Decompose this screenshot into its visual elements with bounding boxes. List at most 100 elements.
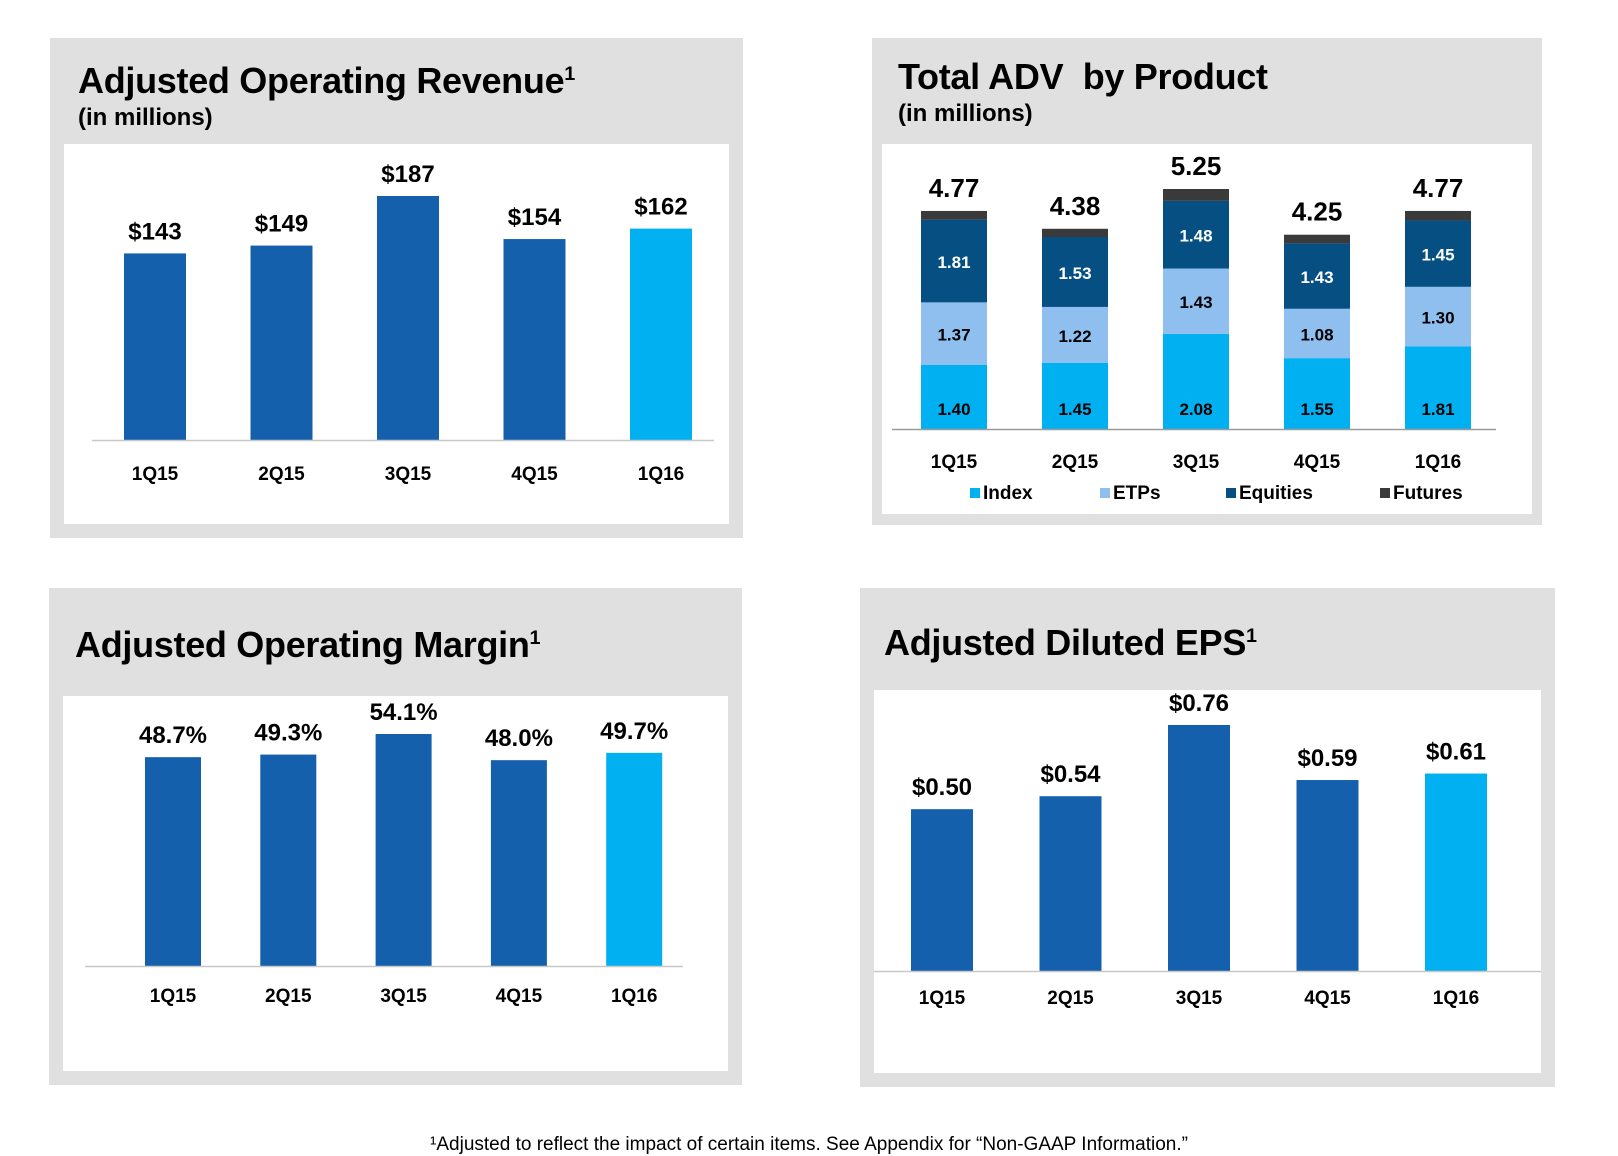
adv-title-text: Total ADV by Product (898, 56, 1268, 97)
revenue-bar-1q16 (630, 228, 692, 440)
legend-swatch-index (970, 488, 980, 498)
revenue-bar-4q15 (503, 239, 566, 440)
legend-swatch-futures (1380, 488, 1390, 498)
adv-total-label: 4.77 (929, 173, 980, 203)
adv-segment-equities-4q15 (1284, 243, 1350, 309)
eps-value-label: $0.59 (1297, 745, 1357, 772)
margin-title-footnote-marker: 1 (529, 627, 541, 649)
revenue-plot-area: $143 1Q15 $149 2Q15 $187 3Q15 $154 4Q15 $162 1Q16 (64, 144, 729, 524)
legend-swatch-equities (1226, 488, 1236, 498)
revenue-category-label: 3Q15 (385, 464, 432, 485)
adv-segment-equities-1q16 (1405, 220, 1471, 287)
margin-value-label: 49.3% (254, 720, 322, 747)
adv-total-label: 5.25 (1171, 151, 1222, 181)
revenue-value-label: $187 (381, 161, 434, 188)
eps-bar-1q15 (911, 809, 973, 971)
revenue-chart-subtitle: (in millions) (78, 104, 213, 131)
adv-segment-label: 1.45 (1058, 400, 1091, 419)
eps-bar-1q16 (1425, 773, 1487, 971)
margin-bar-2q15 (260, 754, 317, 966)
eps-bar-3q15 (1168, 725, 1230, 971)
adv-segment-index-4q15 (1284, 358, 1350, 429)
revenue-category-label: 4Q15 (511, 464, 558, 485)
revenue-bar-2q15 (250, 245, 313, 440)
eps-chart-panel: Adjusted Diluted EPS1 $0.50 1Q15 $0.54 2Q15… (860, 588, 1555, 1087)
margin-value-label: 48.7% (139, 722, 207, 749)
adv-chart-subtitle: (in millions) (898, 100, 1033, 127)
revenue-chart-svg: $143 1Q15 $149 2Q15 $187 3Q15 $154 4Q15 $162 1Q16 (92, 161, 714, 485)
eps-chart-title: Adjusted Diluted EPS1 (884, 622, 1257, 664)
margin-bar-3q15 (375, 734, 432, 966)
adv-segment-index-1q16 (1405, 346, 1471, 429)
footnote: ¹Adjusted to reflect the impact of certa… (430, 1134, 1188, 1155)
revenue-value-label: $149 (255, 211, 308, 238)
adv-segment-futures-4q15 (1284, 234, 1350, 244)
adv-segment-etps-1q15 (921, 302, 987, 365)
adv-segment-label: 1.81 (937, 253, 970, 272)
adv-chart-title: Total ADV by Product (898, 56, 1268, 98)
revenue-bar-1q15 (124, 253, 186, 440)
adv-segment-label: 1.08 (1300, 325, 1333, 344)
revenue-chart-title: Adjusted Operating Revenue1 (78, 60, 575, 102)
adv-segment-etps-2q15 (1042, 306, 1108, 363)
adv-total-label: 4.25 (1292, 197, 1343, 227)
revenue-value-label: $154 (508, 204, 562, 231)
eps-bar-2q15 (1039, 796, 1102, 971)
eps-category-label: 3Q15 (1176, 988, 1223, 1009)
margin-category-label: 3Q15 (380, 986, 427, 1007)
adv-segment-etps-3q15 (1163, 268, 1229, 334)
margin-category-label: 4Q15 (496, 986, 543, 1007)
revenue-value-label: $143 (128, 218, 181, 245)
margin-value-label: 54.1% (370, 699, 438, 726)
legend-label-futures: Futures (1393, 483, 1463, 504)
adv-category-label: 1Q15 (931, 452, 978, 473)
adv-segment-equities-1q15 (921, 219, 987, 303)
adv-segment-label: 1.43 (1300, 268, 1333, 287)
eps-value-label: $0.76 (1169, 690, 1229, 717)
revenue-category-label: 2Q15 (258, 464, 305, 485)
adv-segment-etps-1q16 (1405, 286, 1471, 347)
revenue-value-label: $162 (634, 194, 687, 221)
revenue-title-footnote-marker: 1 (564, 63, 575, 85)
eps-plot-area: $0.50 1Q15 $0.54 2Q15 $0.76 3Q15 $0.59 4Q15 $0.6… (874, 690, 1541, 1073)
eps-category-label: 1Q15 (919, 988, 966, 1009)
eps-category-label: 1Q16 (1433, 988, 1479, 1009)
revenue-title-text: Adjusted Operating Revenue (78, 60, 565, 101)
adv-segment-label: 1.45 (1421, 246, 1454, 265)
adv-total-label: 4.38 (1050, 191, 1101, 221)
margin-plot-area: 48.7% 1Q15 49.3% 2Q15 54.1% 3Q15 48.0% 4Q15 49.7… (63, 696, 728, 1071)
margin-chart-svg: 48.7% 1Q15 49.3% 2Q15 54.1% 3Q15 48.0% 4Q15 49.7… (85, 699, 683, 1007)
eps-value-label: $0.54 (1040, 761, 1101, 788)
legend-label-index: Index (983, 483, 1033, 504)
revenue-category-label: 1Q16 (638, 464, 684, 485)
adv-segment-index-1q15 (921, 365, 987, 429)
adv-total-label: 4.77 (1413, 173, 1464, 203)
adv-category-label: 3Q15 (1173, 452, 1220, 473)
adv-segment-label: 1.30 (1421, 309, 1454, 328)
adv-segment-index-2q15 (1042, 362, 1108, 429)
adv-segment-label: 1.40 (937, 400, 970, 419)
adv-segment-label: 1.48 (1179, 227, 1212, 246)
adv-segment-futures-1q16 (1405, 210, 1471, 221)
margin-value-label: 49.7% (600, 718, 668, 745)
adv-chart-svg: 1.40 1.37 1.81 4.77 1Q15 1.45 1.22 1.53 4.38 2Q15… (892, 151, 1496, 504)
adv-segment-etps-4q15 (1284, 308, 1350, 359)
adv-segment-label: 2.08 (1179, 400, 1212, 419)
eps-category-label: 2Q15 (1047, 988, 1094, 1009)
legend-swatch-etps (1100, 488, 1110, 498)
eps-chart-svg: $0.50 1Q15 $0.54 2Q15 $0.76 3Q15 $0.59 4Q15 $0.6… (874, 690, 1541, 1009)
legend-label-equities: Equities (1239, 483, 1313, 504)
margin-bar-4q15 (490, 760, 547, 966)
legend-label-etps: ETPs (1113, 483, 1161, 504)
margin-chart-panel: Adjusted Operating Margin1 48.7% 1Q15 49.3… (49, 588, 742, 1085)
margin-bar-1q15 (145, 757, 201, 966)
adv-segment-label: 1.81 (1421, 400, 1454, 419)
revenue-category-label: 1Q15 (132, 464, 179, 485)
revenue-bar-3q15 (377, 196, 439, 440)
adv-category-label: 4Q15 (1294, 452, 1341, 473)
adv-segment-label: 1.55 (1300, 400, 1333, 419)
adv-segment-label: 1.53 (1058, 264, 1091, 283)
adv-category-label: 2Q15 (1052, 452, 1099, 473)
margin-chart-title: Adjusted Operating Margin1 (75, 624, 541, 666)
adv-segment-futures-2q15 (1042, 228, 1108, 237)
